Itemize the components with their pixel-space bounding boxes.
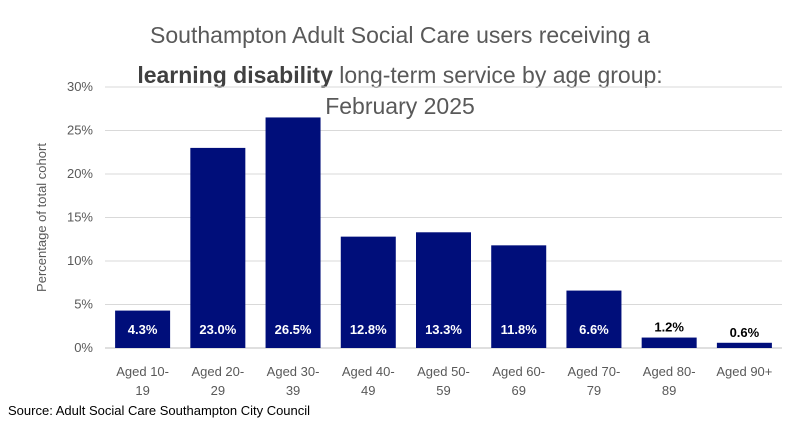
chart-title-line-2: learning disability long-term service by…	[0, 60, 800, 91]
chart-title-line-1: Southampton Adult Social Care users rece…	[150, 22, 650, 48]
data-labels: 4.3% 23.0% 26.5% 12.8% 13.3% 11.8% 6.6% 1.2% 0.6…	[128, 320, 760, 340]
chart-title-line-2-rest: long-term service by age group:	[332, 62, 663, 88]
bar	[566, 290, 622, 348]
x-tick-label: 69	[511, 383, 525, 398]
data-label: 13.3%	[425, 322, 462, 337]
bar	[340, 236, 396, 348]
source-note: Source: Adult Social Care Southampton Ci…	[8, 403, 311, 418]
chart-title-line-3: February 2025	[325, 93, 475, 119]
x-tick-label: Aged 40-	[342, 364, 395, 379]
y-tick-label: 5%	[74, 297, 93, 312]
bar	[716, 342, 772, 348]
y-tick-label: 0%	[74, 340, 93, 355]
bar	[416, 232, 471, 348]
data-label: 26.5%	[275, 322, 312, 337]
data-label: 0.6%	[730, 325, 760, 340]
bar	[491, 245, 547, 348]
x-tick-label: 29	[211, 383, 225, 398]
data-label: 23.0%	[199, 322, 236, 337]
x-tick-label: 89	[662, 383, 676, 398]
data-label: 6.6%	[579, 322, 609, 337]
x-tick-label: 19	[135, 383, 149, 398]
x-tick-label: Aged 20-	[191, 364, 244, 379]
y-tick-label: 10%	[67, 253, 93, 268]
x-tick-label: 49	[361, 383, 375, 398]
data-label: 12.8%	[350, 322, 387, 337]
x-axis-labels: Aged 10- 19 Aged 20- 29 Aged 30- 39 Aged 40- 49…	[116, 364, 772, 398]
chart-title-emphasis: learning disability	[137, 62, 333, 88]
y-tick-label: 25%	[67, 123, 93, 138]
data-label: 1.2%	[654, 320, 684, 335]
y-axis-title: Percentage of total cohort	[34, 143, 49, 292]
x-tick-label: 59	[436, 383, 450, 398]
x-tick-label: Aged 50-	[417, 364, 470, 379]
x-tick-label: 39	[286, 383, 300, 398]
bar	[265, 117, 321, 348]
y-tick-label: 20%	[67, 166, 93, 181]
bars	[115, 117, 772, 348]
bar	[641, 337, 697, 348]
x-tick-label: Aged 80-	[643, 364, 696, 379]
y-tick-label: 30%	[67, 79, 93, 94]
x-tick-label: Aged 30-	[267, 364, 320, 379]
x-tick-label: 79	[587, 383, 601, 398]
bar	[115, 310, 171, 348]
y-axis-ticks: 0% 5% 10% 15% 20% 25% 30%	[67, 79, 93, 355]
x-tick-label: Aged 60-	[492, 364, 545, 379]
data-label: 11.8%	[501, 322, 538, 337]
x-tick-label: Aged 70-	[568, 364, 621, 379]
x-tick-label: Aged 90+	[716, 364, 772, 379]
y-tick-label: 15%	[67, 210, 93, 225]
x-tick-label: Aged 10-	[116, 364, 169, 379]
bar	[190, 147, 246, 348]
data-label: 4.3%	[128, 322, 158, 337]
